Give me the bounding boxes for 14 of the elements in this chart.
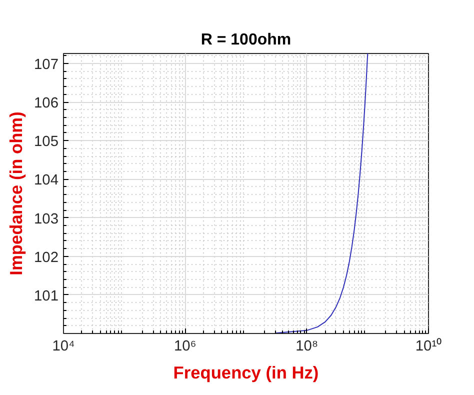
y-tick-label: 107 [34,57,59,74]
x-axis-title: Frequency (in Hz) [173,362,319,382]
x-tick-label: 10⁴ [52,338,75,354]
x-tick-label: 10⁸ [296,338,318,354]
y-axis-title: Impedance (in ohm) [6,112,26,276]
y-tick-label: 104 [34,172,59,189]
x-tick-label: 10⁶ [174,338,196,354]
y-tick-label: 103 [34,211,59,228]
x-tick-label: 10¹⁰ [415,338,442,354]
y-tick-label: 105 [34,134,59,150]
y-tick-label: 101 [34,288,59,304]
chart-title: R = 100ohm [200,32,292,48]
y-tick-label: 106 [34,96,59,112]
y-tick-label: 102 [34,250,59,266]
